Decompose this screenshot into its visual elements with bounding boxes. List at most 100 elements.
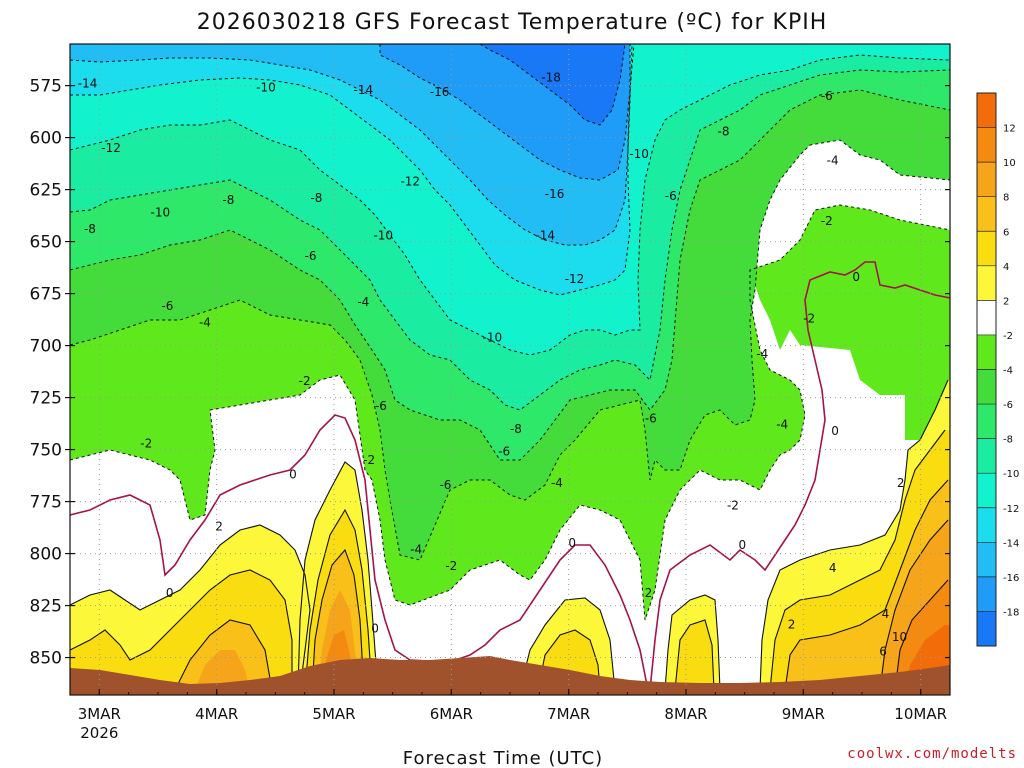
colorbar-swatch [977,334,996,370]
colorbar-label: -16 [1003,573,1019,584]
contour-label: 0 [738,538,746,552]
contour-label: 0 [568,536,576,550]
y-tick-label: 750 [30,441,62,461]
y-tick-label: 775 [30,493,62,513]
contour-label: 2 [215,520,223,534]
contour-label: -8 [84,222,96,236]
contour-label: -10 [256,81,276,95]
contour-label: -12 [400,174,420,188]
colorbar-swatch [977,231,996,267]
colorbar-swatch [977,162,996,198]
contour-label: -2 [821,214,833,228]
colorbar-label: -10 [1003,469,1019,480]
colorbar-label: 12 [1003,124,1016,135]
x-tick-label: 10MAR [894,705,947,723]
colorbar-label: 8 [1003,193,1009,204]
contour-label: -12 [101,141,121,155]
contour-label: -10 [373,228,393,242]
colorbar-swatch [977,265,996,301]
colorbar-swatch [977,611,996,647]
credit-link[interactable]: coolwx.com/modelts [847,746,1017,762]
x-tick-label: 3MAR [78,705,121,723]
x-tick-label: 8MAR [664,705,707,723]
contour-label: -6 [665,189,677,203]
contour-label: -6 [375,399,387,413]
contour-label: -4 [776,418,788,432]
x-tick-year: 2026 [80,724,118,742]
terrain [70,656,950,695]
fill-band-minus18 [480,44,625,125]
colorbar: 12 10 8 6 4 2 -2 -4 -6 -8 -10 -12 -14 -16 -18 [976,92,1019,647]
contour-label: -16 [545,187,565,201]
colorbar-label: 4 [1003,262,1009,273]
x-tick-label: 4MAR [195,705,238,723]
contour-label: -6 [161,299,173,313]
contour-label: -6 [305,249,317,263]
colorbar-swatch [977,507,996,543]
y-tick-label: 650 [30,233,62,253]
contour-label: -12 [565,272,585,286]
colorbar-swatch [977,196,996,232]
contour-label: 0 [289,468,297,482]
contour-label: -2 [803,312,815,326]
contour-label: -6 [821,89,833,103]
colorbar-swatch [977,93,996,129]
contour-label: 2 [645,586,653,600]
colorbar-label: -8 [1003,435,1013,446]
y-tick-label: 575 [30,77,62,97]
contour-label: -10 [483,330,503,344]
colorbar-label: 2 [1003,296,1009,307]
contour-label: -4 [551,476,563,490]
contour-label: 6 [879,644,887,658]
contour-label: 4 [829,561,837,575]
colorbar-swatch [977,542,996,578]
contour-label: -2 [445,559,457,573]
contour-label: -10 [151,205,171,219]
contour-label: 2 [897,476,905,490]
warm-contours [70,379,949,691]
colorbar-label: -14 [1003,538,1019,549]
contour-label: -4 [199,316,211,330]
contour-label: -6 [498,445,510,459]
contour-label: -14 [354,83,374,97]
contour-label: -14 [535,228,555,242]
colorbar-swatch [977,576,996,612]
x-tick-label: 6MAR [430,705,473,723]
y-tick-label: 675 [30,285,62,305]
colorbar-swatch [977,404,996,440]
fill-band-plus8-a [195,590,358,690]
contour-label: -4 [357,295,369,309]
contour-label: -4 [410,542,422,556]
contour-label: 2 [788,617,796,631]
contour-label: -6 [439,478,451,492]
colorbar-swatch [977,127,996,163]
colorbar-label: 10 [1003,158,1016,169]
contour-label: -14 [78,77,98,91]
contour-label: -16 [430,85,450,99]
contour-label: -4 [827,153,839,167]
colorbar-label: -6 [1003,400,1013,411]
y-tick-label: 600 [30,129,62,149]
contour-label: -8 [718,124,730,138]
contour-labels: -14 -10 -14 -16-18-6-8-10-12-4-16-12-8 -8 -6-… [78,70,907,658]
y-tick-label: 700 [30,337,62,357]
colorbar-label: -2 [1003,331,1013,342]
contour-label: 10 [892,630,907,644]
colorbar-label: -12 [1003,504,1019,515]
contour-label: -8 [510,422,522,436]
colorbar-swatch [977,438,996,474]
grid [70,44,950,695]
colorbar-label: -4 [1003,366,1013,377]
colorbar-label: 6 [1003,227,1009,238]
colorbar-label: -18 [1003,607,1019,618]
y-tick-label: 725 [30,389,62,409]
y-tick-label: 800 [30,545,62,565]
contour-label: -10 [629,147,649,161]
zero-contours [70,261,950,691]
fill-band-plus4-d [675,620,714,690]
contour-label: 0 [831,424,839,438]
y-tick-label: 850 [30,649,62,669]
